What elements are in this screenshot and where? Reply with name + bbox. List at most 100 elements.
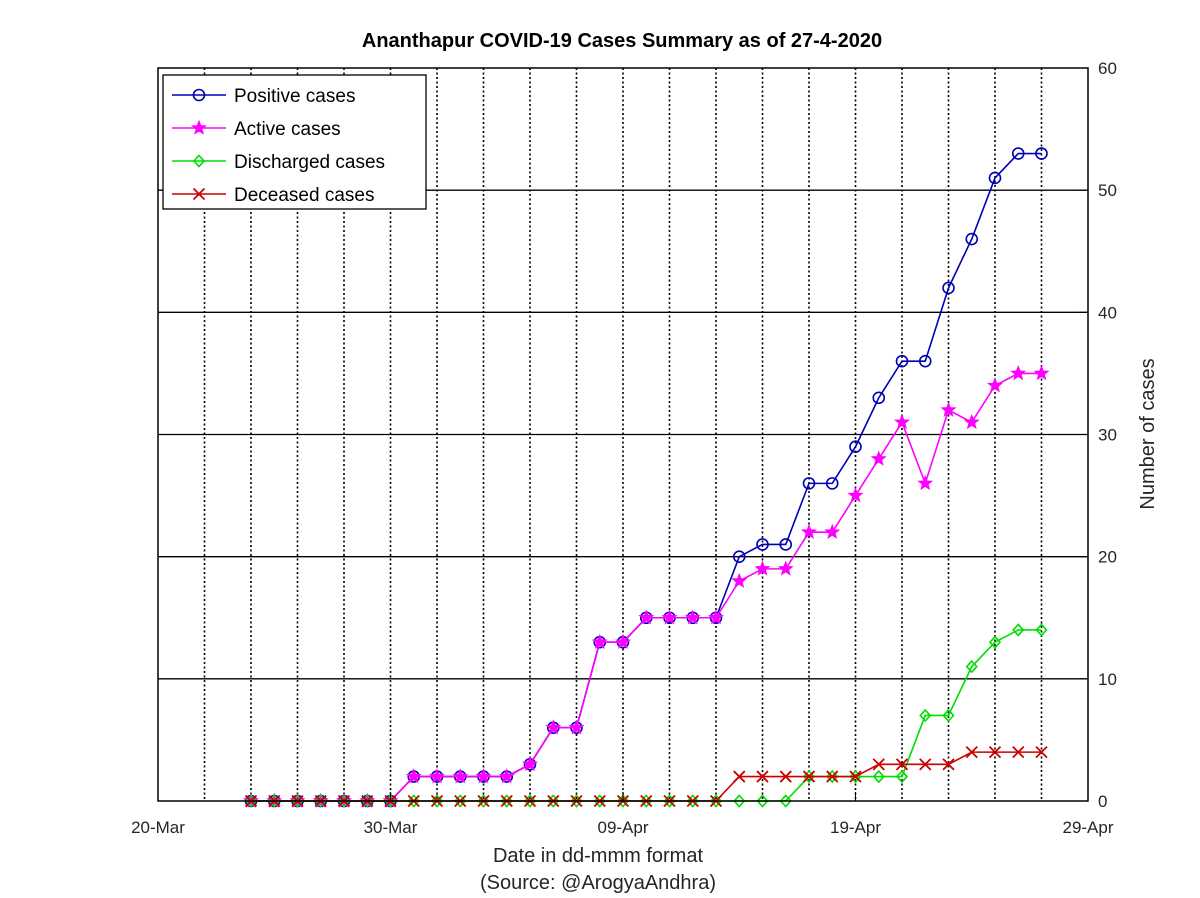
data-point <box>754 560 771 576</box>
data-point <box>779 794 792 808</box>
data-point <box>849 770 862 783</box>
data-point <box>709 794 723 808</box>
data-point <box>917 474 934 491</box>
data-point <box>616 794 630 808</box>
grid-lines <box>158 68 1088 801</box>
data-point <box>192 88 206 102</box>
legend-label: Active cases <box>234 119 341 140</box>
data-point <box>337 794 351 808</box>
data-point <box>965 745 978 759</box>
data-point <box>756 770 769 783</box>
data-point <box>1035 147 1048 160</box>
data-point <box>942 281 955 295</box>
y-tick-label: 0 <box>1098 792 1107 811</box>
data-point <box>870 450 887 466</box>
legend-label: Discharged cases <box>234 152 385 173</box>
data-point <box>291 794 304 808</box>
data-point <box>919 758 932 771</box>
data-point <box>429 768 445 784</box>
data-point <box>894 413 910 430</box>
data-point <box>940 401 957 417</box>
data-point <box>314 794 327 808</box>
data-point <box>826 769 839 784</box>
data-point <box>1035 745 1048 759</box>
data-point <box>545 719 562 735</box>
data-point <box>640 794 653 808</box>
data-point <box>1010 365 1027 381</box>
data-point <box>361 794 374 808</box>
series-line <box>251 629 1042 802</box>
data-point <box>475 768 492 784</box>
data-point <box>615 633 631 649</box>
series-discharged-cases <box>244 623 1048 808</box>
legend-item: Deceased cases <box>172 185 374 206</box>
data-point <box>244 794 258 808</box>
y-tick-label: 30 <box>1098 426 1117 445</box>
data-point <box>824 523 841 540</box>
data-point <box>522 755 538 772</box>
data-point <box>777 560 794 576</box>
data-point <box>826 770 839 783</box>
x-tick-label: 09-Apr <box>597 818 648 837</box>
data-point <box>407 794 420 808</box>
data-point <box>591 633 608 649</box>
data-point <box>568 719 585 735</box>
data-point <box>965 659 978 674</box>
data-point <box>847 487 864 503</box>
data-point <box>801 523 817 540</box>
data-point <box>872 391 886 405</box>
legend-box <box>162 74 427 210</box>
series-line <box>251 372 1042 802</box>
data-point <box>405 768 422 784</box>
data-point <box>452 768 469 784</box>
data-point <box>1011 147 1025 160</box>
data-point <box>500 794 513 808</box>
data-point <box>570 794 583 808</box>
data-point <box>731 572 748 588</box>
data-point <box>593 794 606 808</box>
data-point <box>895 354 909 368</box>
y-axis-ticks: 0 10 20 30 40 50 60 <box>1079 59 1117 811</box>
data-point <box>732 550 746 563</box>
data-point <box>849 440 862 454</box>
y-tick-label: 10 <box>1098 670 1117 689</box>
x-tick-label: 19-Apr <box>830 818 881 837</box>
data-point <box>661 609 678 625</box>
data-point <box>895 769 909 784</box>
data-point <box>872 769 885 784</box>
data-point <box>547 794 560 808</box>
y-tick-label: 60 <box>1098 59 1117 78</box>
data-point <box>802 770 816 783</box>
chart-title: Ananthapur COVID-19 Cases Summary as of … <box>362 30 882 52</box>
data-point <box>733 770 746 783</box>
data-point <box>191 119 207 135</box>
y-axis-label: Number of cases <box>1137 358 1159 509</box>
data-point <box>523 794 537 808</box>
data-point <box>779 538 793 551</box>
series-layer <box>243 147 1050 808</box>
data-point <box>686 794 699 808</box>
x-axis-ticks: 20-Mar 30-Mar 09-Apr 19-Apr 29-Apr <box>131 792 1114 837</box>
legend-label: Deceased cases <box>234 185 374 206</box>
data-point <box>988 635 1002 649</box>
y-tick-label: 40 <box>1098 303 1117 322</box>
data-point <box>498 768 515 784</box>
data-point <box>477 794 490 808</box>
data-point <box>988 171 1002 185</box>
y-tick-label: 50 <box>1098 181 1117 200</box>
data-point <box>454 794 467 808</box>
data-point <box>919 708 932 723</box>
data-point <box>708 609 724 625</box>
data-point <box>638 609 655 625</box>
data-point <box>663 794 676 808</box>
data-point <box>802 477 816 490</box>
data-point <box>918 354 932 368</box>
x-axis-label: Date in dd-mmm format <box>493 845 703 867</box>
legend-item: Discharged cases <box>172 152 385 173</box>
data-point <box>942 708 955 723</box>
data-point <box>988 745 1002 759</box>
data-point <box>825 477 839 490</box>
data-point <box>1035 623 1048 637</box>
data-point <box>1012 745 1025 759</box>
